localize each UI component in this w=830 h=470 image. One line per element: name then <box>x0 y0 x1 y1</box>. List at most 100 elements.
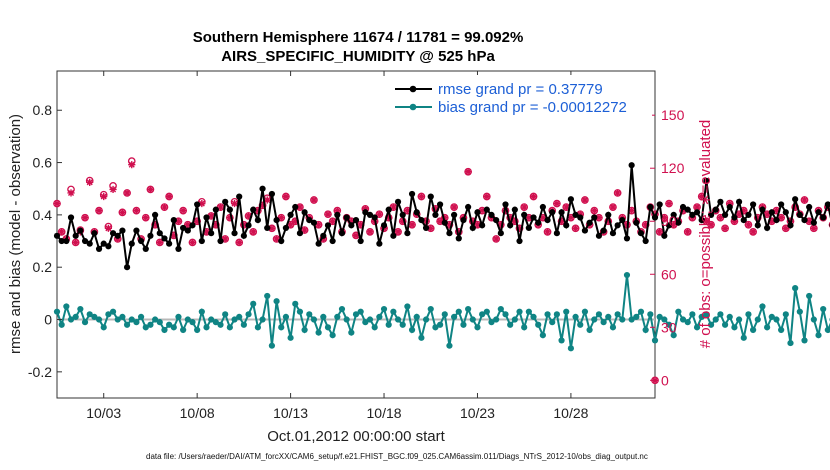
legend-rmse-label: rmse grand pr = 0.37779 <box>438 81 603 98</box>
rmse-point <box>591 214 598 221</box>
y-tick-label: 0.4 <box>33 207 53 223</box>
obs-evaluated-point <box>160 203 169 211</box>
bias-point <box>240 321 247 328</box>
y2-tick-label: 120 <box>661 160 685 176</box>
bias-point <box>63 303 70 310</box>
rmse-point <box>264 224 271 232</box>
rmse-point <box>511 206 518 213</box>
bias-point <box>329 332 336 339</box>
rmse-point <box>684 206 691 213</box>
rmse-point <box>436 201 444 208</box>
obs-evaluated-point <box>562 203 570 211</box>
obs-evaluated-point <box>58 228 66 236</box>
rmse-point <box>483 206 490 213</box>
rmse-point <box>656 201 663 208</box>
obs-evaluated-point <box>805 217 813 225</box>
obs-evaluated-point <box>221 235 229 243</box>
bias-point <box>619 316 626 323</box>
rmse-point <box>773 217 780 224</box>
obs-evaluated-point <box>665 199 673 208</box>
obs-evaluated-point <box>702 217 710 225</box>
rmse-point <box>801 217 808 224</box>
bias-point <box>137 313 145 321</box>
rmse-point <box>166 240 173 247</box>
bias-point <box>591 316 598 323</box>
bias-point <box>427 305 434 313</box>
bias-point <box>198 308 205 315</box>
obs-evaluated-point <box>595 214 603 222</box>
obs-evaluated-point <box>324 210 332 218</box>
obs-evaluated-point <box>417 192 426 201</box>
obs-evaluated-point <box>557 217 566 225</box>
bias-point <box>432 324 439 331</box>
bias-point <box>399 321 406 328</box>
rmse-point <box>268 190 276 198</box>
obs-evaluated-point <box>226 214 234 222</box>
bias-point <box>735 316 743 323</box>
obs-evaluated-point <box>361 205 369 213</box>
rmse-point <box>123 264 131 271</box>
bias-point <box>623 271 631 279</box>
obs-evaluated-point <box>146 185 155 194</box>
rmse-point <box>446 230 453 237</box>
rmse-point <box>343 214 350 221</box>
rmse-point <box>128 240 135 247</box>
rmse-point <box>67 214 75 221</box>
rmse-point <box>245 222 252 229</box>
bias-point <box>595 311 603 318</box>
bias-point <box>502 311 509 318</box>
bias-point <box>222 311 229 318</box>
obs-evaluated-point <box>301 226 309 234</box>
obs-evaluated-point <box>726 199 734 208</box>
bias-point <box>750 326 757 334</box>
rmse-point <box>549 209 556 216</box>
bias-point <box>717 311 724 318</box>
obs-evaluated-point <box>216 203 225 211</box>
bias-point <box>58 321 65 328</box>
rmse-point <box>394 198 402 205</box>
bias-point <box>703 311 710 318</box>
bias-point <box>334 313 341 321</box>
rmse-point <box>236 193 243 200</box>
rmse-point <box>418 217 425 224</box>
obs-evaluated-point <box>763 210 771 218</box>
rmse-point <box>362 209 369 216</box>
rmse-point <box>254 217 261 224</box>
x-tick-label: 10/28 <box>553 405 588 421</box>
bias-point <box>366 316 374 323</box>
rmse-point <box>334 211 341 218</box>
bias-point <box>306 311 313 318</box>
obs-evaluated-point <box>614 189 622 197</box>
rmse-point <box>198 237 205 245</box>
rmse-point <box>91 230 98 237</box>
y2-tick-label: 150 <box>661 107 685 123</box>
rmse-point <box>474 209 481 216</box>
bias-point <box>161 326 168 334</box>
obs-evaluated-point <box>478 207 486 215</box>
bias-point <box>217 321 224 328</box>
obs-evaluated-point <box>464 168 472 176</box>
obs-evaluated-point <box>543 228 552 236</box>
rmse-point <box>152 211 159 218</box>
obs-evaluated-point <box>772 207 781 215</box>
rmse-point <box>661 232 668 239</box>
rmse-point <box>371 214 378 221</box>
rmse-point <box>717 198 724 205</box>
x-axis-ticks: 10/03 10/08 10/13 10/18 10/23 10/28 <box>86 71 589 421</box>
bias-point <box>768 313 775 321</box>
obs-evaluated-point <box>539 214 547 222</box>
rmse-point <box>357 237 364 245</box>
obs-evaluated-point <box>272 235 281 243</box>
rmse-point <box>820 214 827 221</box>
bias-point <box>483 308 490 315</box>
rmse-point <box>806 203 813 211</box>
obs-evaluated-point <box>67 189 75 197</box>
obs-evaluated-point <box>553 199 561 208</box>
bias-point <box>637 308 645 315</box>
obs-evaluated-point <box>604 217 612 225</box>
y-tick-label: -0.2 <box>28 364 52 380</box>
bias-point <box>296 308 304 315</box>
obs-evaluated-point <box>188 238 197 247</box>
bias-point <box>693 324 701 331</box>
